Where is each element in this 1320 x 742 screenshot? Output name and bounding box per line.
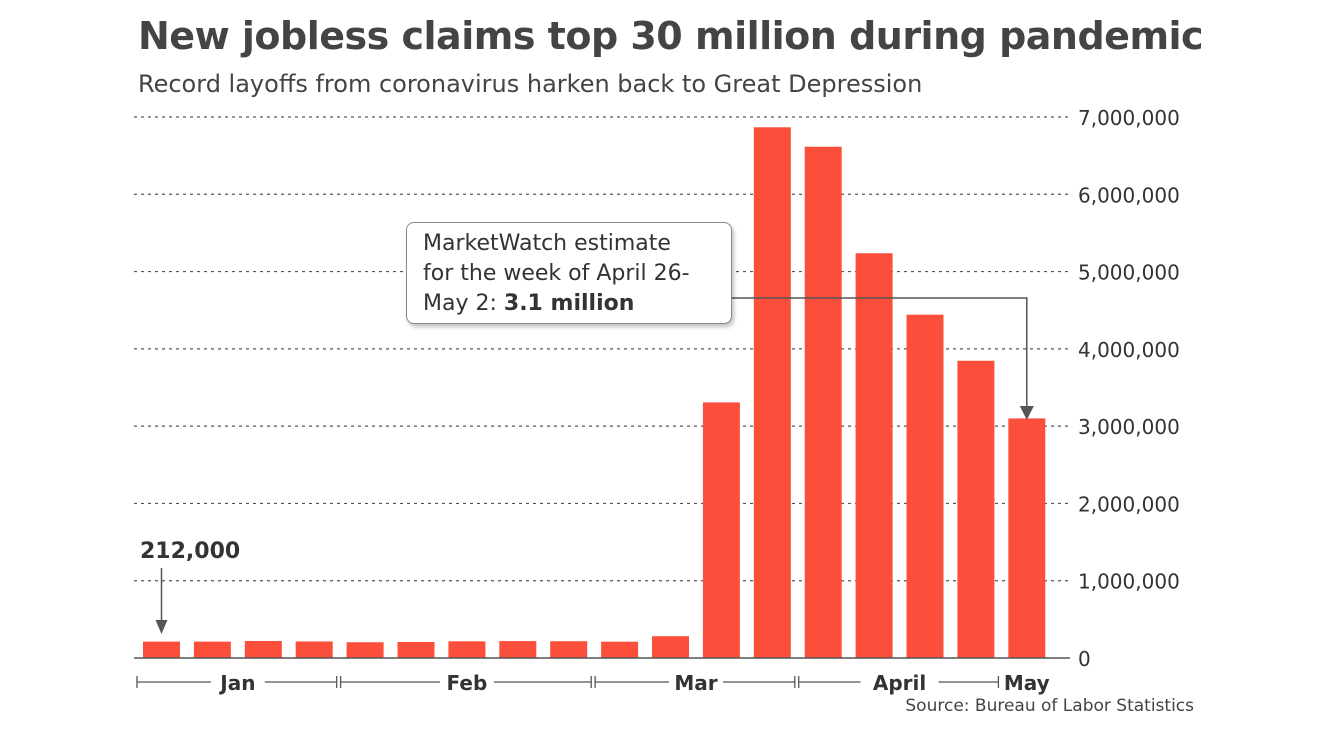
bar bbox=[295, 641, 333, 658]
month-label: Mar bbox=[674, 671, 717, 695]
y-tick-label: 5,000,000 bbox=[1078, 261, 1180, 285]
bar bbox=[804, 146, 842, 658]
y-tick-label: 6,000,000 bbox=[1078, 183, 1180, 207]
first-bar-arrow-head bbox=[155, 620, 168, 634]
bar bbox=[143, 641, 180, 658]
y-tick-label: 4,000,000 bbox=[1078, 338, 1180, 362]
bar bbox=[957, 360, 995, 658]
first-bar-label: 212,000 bbox=[140, 539, 240, 564]
annotation-line-3-text: May 2: bbox=[423, 291, 504, 316]
bar bbox=[499, 641, 537, 658]
bar bbox=[601, 641, 639, 658]
annotation-line-1: MarketWatch estimate bbox=[423, 231, 671, 256]
y-tick-label: 7,000,000 bbox=[1078, 106, 1180, 130]
y-tick-label: 2,000,000 bbox=[1078, 492, 1180, 516]
y-tick-label: 1,000,000 bbox=[1078, 570, 1180, 594]
month-label: Feb bbox=[447, 671, 488, 695]
month-label: April bbox=[873, 671, 926, 695]
annotation-callout: MarketWatch estimate for the week of Apr… bbox=[406, 222, 732, 324]
bar bbox=[193, 641, 231, 658]
bar bbox=[244, 640, 282, 658]
bar bbox=[753, 127, 791, 659]
month-label: Jan bbox=[218, 671, 255, 695]
bar bbox=[906, 314, 944, 658]
bar bbox=[448, 641, 486, 658]
annotation-line-3: May 2: 3.1 million bbox=[423, 289, 721, 319]
chart-subtitle: Record layoffs from coronavirus harken b… bbox=[138, 70, 923, 98]
bar bbox=[550, 641, 588, 658]
bar bbox=[346, 642, 384, 658]
bar bbox=[855, 253, 893, 659]
annotation-value: 3.1 million bbox=[503, 291, 635, 316]
bar bbox=[397, 642, 435, 658]
annotation-connector bbox=[732, 297, 1028, 408]
annotation-line-2: for the week of April 26- bbox=[423, 261, 690, 286]
annotation-arrow-head bbox=[1019, 406, 1034, 420]
bar bbox=[652, 636, 689, 658]
source-note: Source: Bureau of Labor Statistics bbox=[905, 696, 1194, 716]
bar bbox=[1008, 418, 1046, 658]
bar bbox=[702, 402, 740, 658]
y-tick-label: 0 bbox=[1078, 647, 1091, 671]
y-tick-label: 3,000,000 bbox=[1078, 415, 1180, 439]
month-label: May bbox=[1004, 671, 1050, 695]
chart-title: New jobless claims top 30 million during… bbox=[138, 14, 1204, 58]
